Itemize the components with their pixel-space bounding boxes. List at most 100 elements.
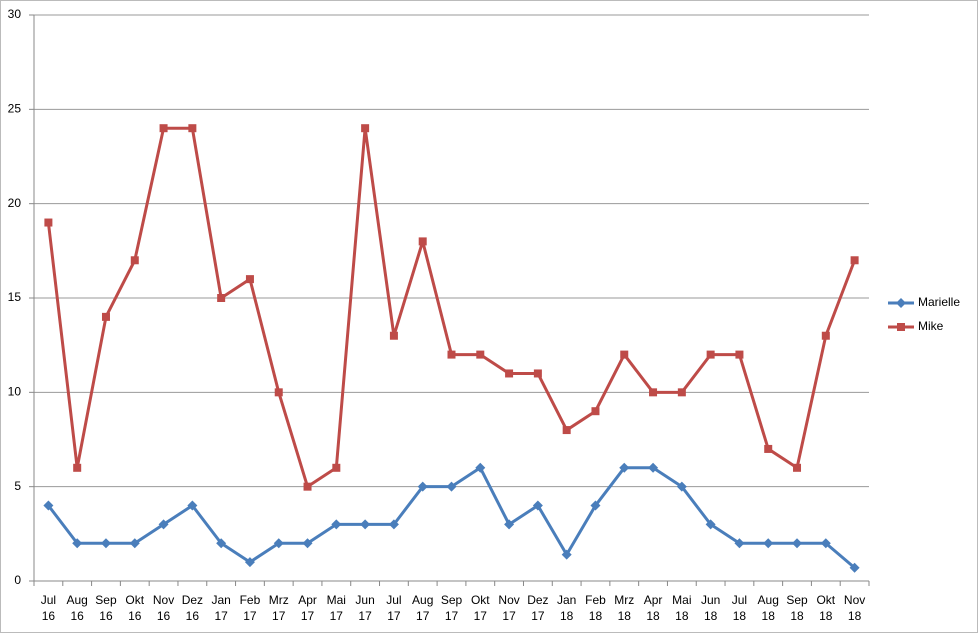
marker [850,256,859,265]
x-tick-label: Nov 17 [498,593,520,623]
marker [649,388,658,397]
marker [44,218,53,227]
marker [244,557,255,568]
marker [562,426,571,435]
marker [821,331,830,340]
x-tick-label: Jul 16 [40,593,57,623]
x-tick-label: Jul 18 [731,593,748,623]
marker [361,124,370,133]
marker [763,538,774,549]
x-tick-label: Apr 18 [643,593,663,623]
marker [273,538,284,549]
marker [897,323,905,331]
x-tick-label: Okt 16 [125,593,145,623]
y-tick-label: 5 [14,479,21,493]
y-tick-label: 25 [8,102,22,116]
x-tick-label: Mai 18 [672,593,692,623]
marker [389,331,398,340]
y-tick-label: 30 [8,7,22,21]
marker [130,256,139,265]
x-tick-label: Sep 17 [440,593,463,623]
y-tick-label: 0 [14,573,21,587]
x-tick-label: Jun 18 [700,593,721,623]
x-tick-label: Nov 18 [843,593,866,623]
x-tick-label: Sep 18 [786,593,808,623]
marker [619,462,630,473]
marker [447,350,456,359]
marker [849,562,860,573]
marker [245,275,254,284]
series-line [46,126,857,489]
marker [159,124,168,133]
marker [476,350,485,359]
marker [792,538,803,549]
marker [648,462,659,473]
y-tick-label: 20 [8,196,22,210]
marker [591,407,600,416]
x-tick-label: Apr 17 [298,593,317,623]
x-tick-label: Feb 17 [239,593,261,623]
marker [129,538,140,549]
x-tick-label: Dez 17 [527,593,549,623]
marker [158,519,169,530]
marker [677,388,686,397]
x-tick-label: Okt 17 [470,593,490,623]
marker [43,500,54,511]
marker [302,538,313,549]
y-tick-label: 10 [8,385,22,399]
marker [101,312,110,321]
legend-label: Mike [918,319,944,333]
marker [274,388,283,397]
marker [303,482,312,491]
marker [418,237,427,246]
marker [73,463,82,472]
x-tick-label: Mai 17 [326,593,346,623]
x-tick-label: Jul 17 [386,593,402,623]
marker [188,124,197,133]
marker [820,538,831,549]
marker [505,369,514,378]
marker [533,369,542,378]
x-tick-label: Aug 16 [66,593,88,623]
marker [590,500,601,511]
marker [187,500,198,511]
marker [72,538,83,549]
x-tick-label: Jan 17 [211,593,231,623]
marker [446,481,457,492]
marker [360,519,371,530]
marker [561,549,572,560]
x-tick-label: Aug 18 [757,593,779,623]
marker [417,481,428,492]
marker [620,350,629,359]
marker [676,481,687,492]
x-tick-label: Mrz 17 [268,593,289,623]
x-tick-label: Jan 18 [556,593,577,623]
x-tick-label: Aug 17 [412,593,434,623]
marker [705,519,716,530]
x-tick-label: Dez 16 [181,593,204,623]
marker [706,350,715,359]
marker [216,538,227,549]
marker [388,519,399,530]
marker [764,444,773,453]
marker [475,462,486,473]
legend-label: Marielle [918,295,960,309]
marker [735,350,744,359]
x-tick-label: Feb 18 [585,593,606,623]
x-tick-label: Sep 16 [95,593,117,623]
marker [332,463,341,472]
marker [100,538,111,549]
x-tick-label: Mrz 18 [614,593,635,623]
marker [734,538,745,549]
marker [331,519,342,530]
marker [504,519,515,530]
y-tick-label: 15 [8,290,22,304]
marker [217,294,226,302]
marker [793,463,802,472]
marker [532,500,543,511]
x-tick-label: Jun 17 [355,593,375,623]
x-tick-label: Nov 16 [152,593,175,623]
